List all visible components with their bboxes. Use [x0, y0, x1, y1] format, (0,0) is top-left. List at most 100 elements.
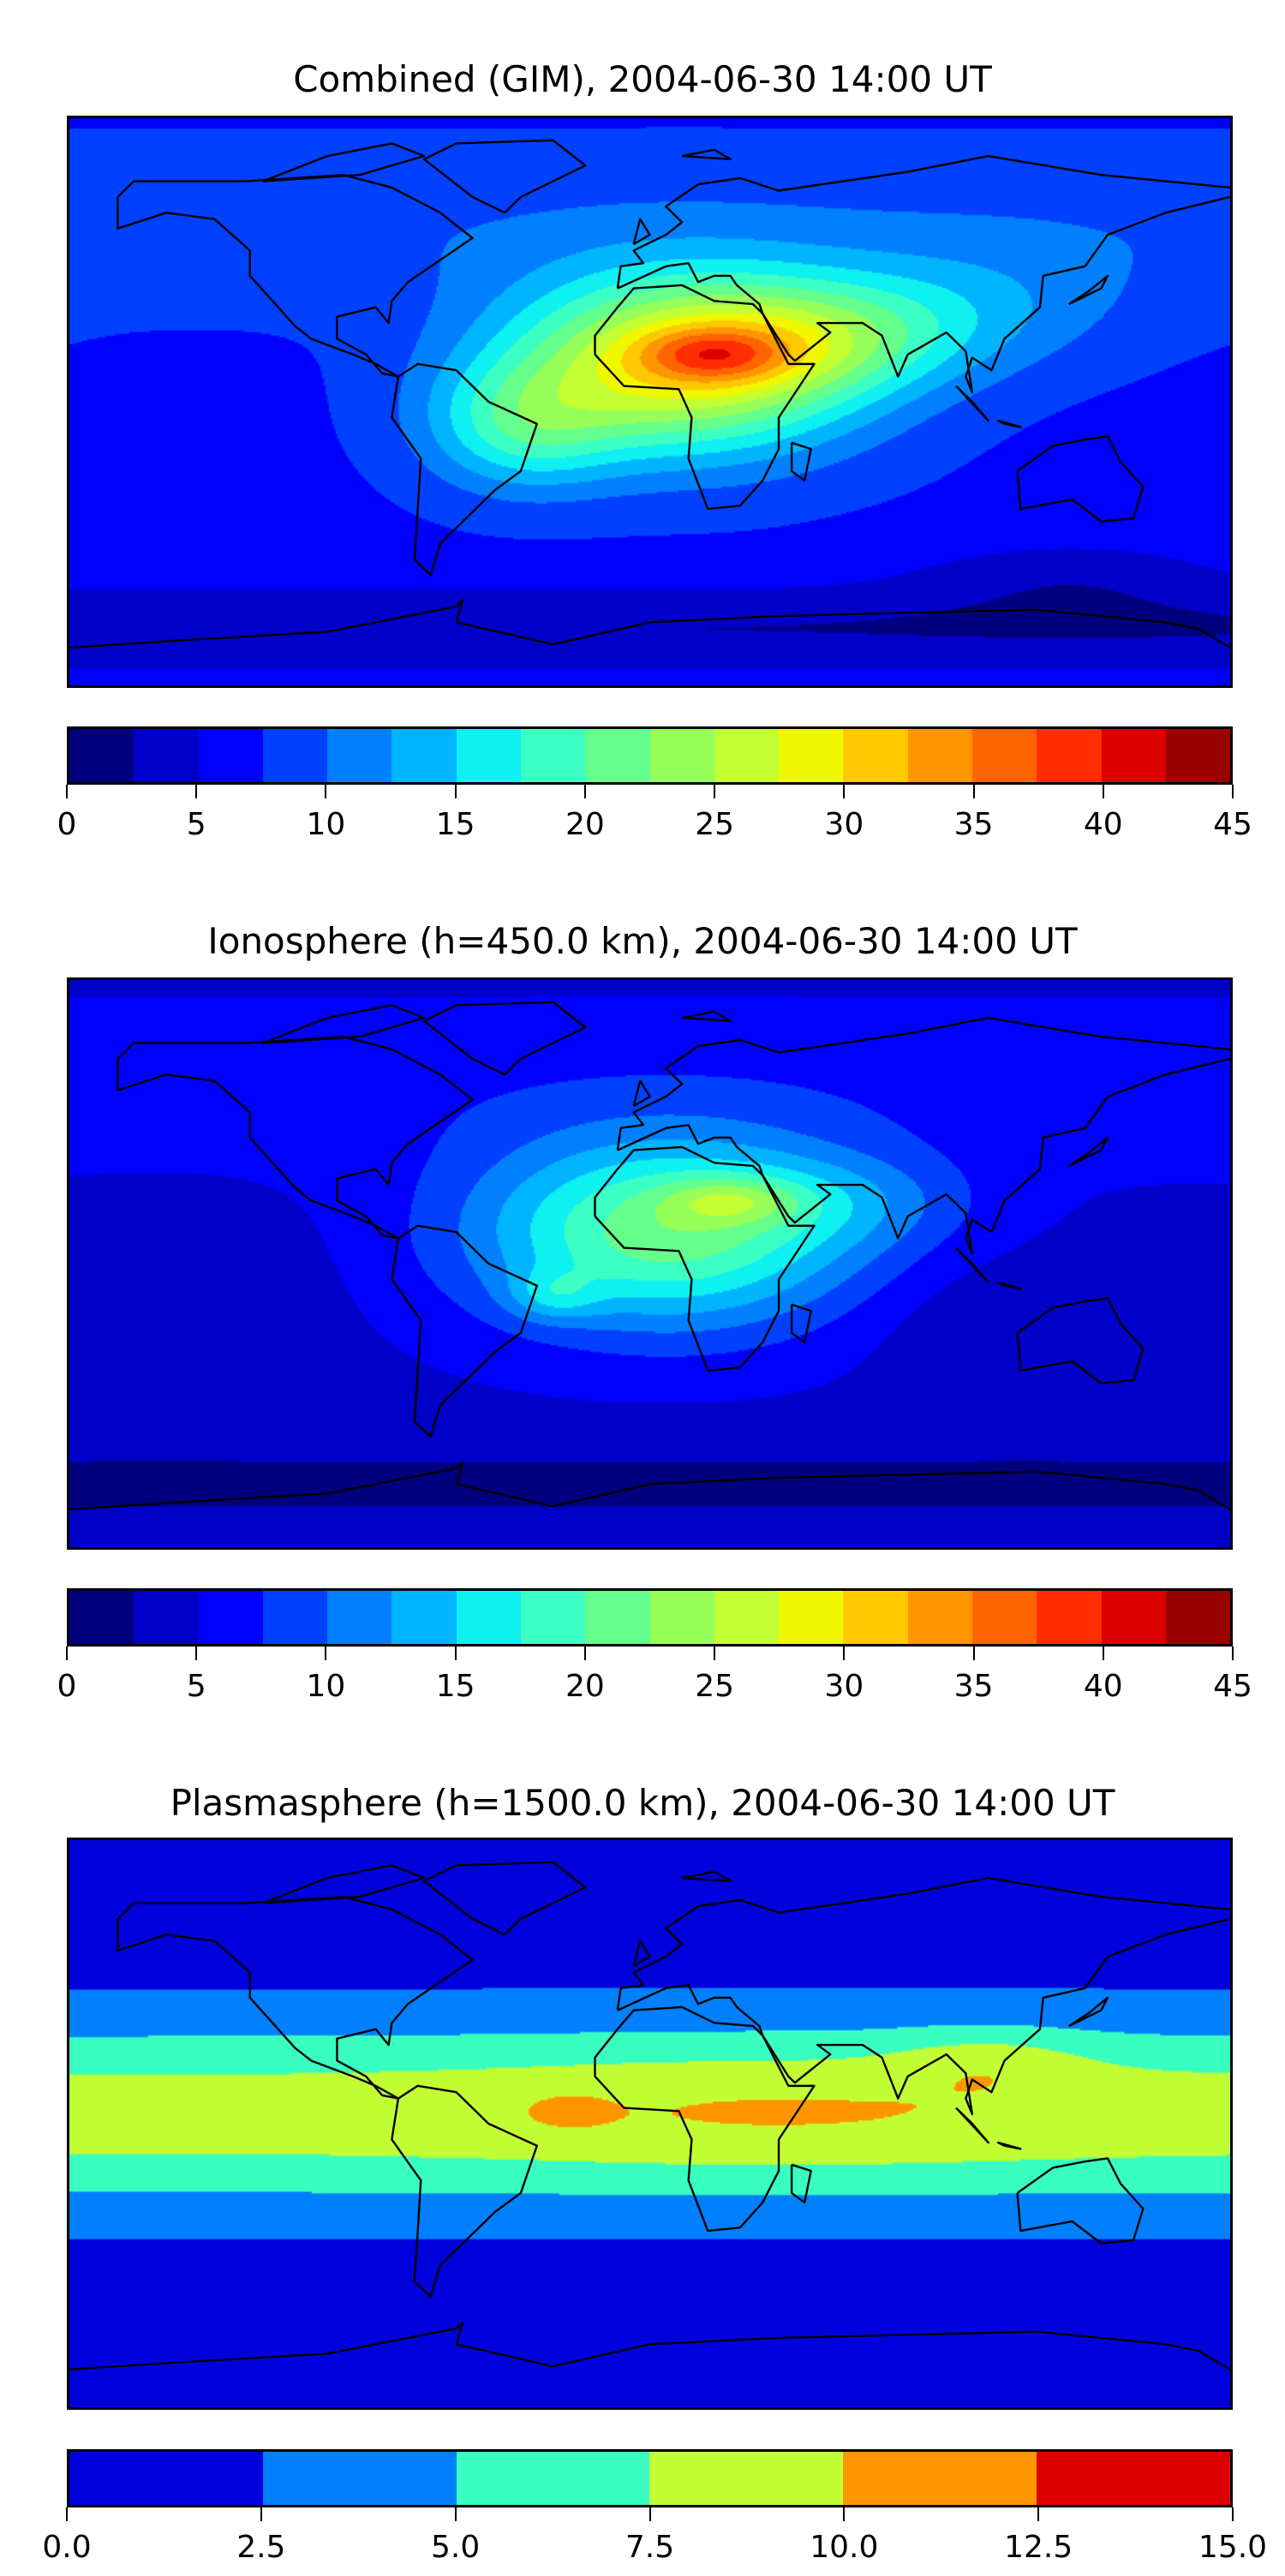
tick-mark — [195, 785, 198, 798]
colorbar-segment — [649, 729, 714, 782]
tick-mark — [454, 785, 457, 798]
colorbar-segment — [1037, 729, 1102, 782]
tick-label: 30 — [824, 807, 864, 842]
colorbar-segment — [520, 729, 586, 782]
coastline — [1069, 276, 1108, 304]
contour-field — [69, 980, 1230, 1547]
coastline — [424, 140, 585, 213]
tick-mark — [583, 1647, 586, 1660]
colorbar-segment — [907, 729, 972, 782]
tick-label: 35 — [953, 807, 994, 842]
coastline — [263, 1865, 424, 1903]
coastline — [998, 1282, 1020, 1288]
tick-mark — [843, 785, 846, 798]
colorbar-segment — [391, 729, 457, 782]
colorbar-segment — [1037, 2452, 1230, 2505]
tick-label: 30 — [824, 1669, 864, 1704]
colorbar-segment — [843, 729, 908, 782]
coastline — [792, 2165, 811, 2202]
coastlines — [69, 1840, 1230, 2407]
tick-mark — [195, 1647, 198, 1660]
tick-mark — [1232, 785, 1234, 798]
coastlines — [69, 980, 1230, 1547]
colorbar-segment — [585, 729, 650, 782]
contour-field — [69, 118, 1230, 685]
colorbar-segment — [714, 1591, 780, 1644]
tick-label: 7.5 — [625, 2530, 675, 2565]
tick-mark — [454, 1647, 457, 1660]
colorbar-segment — [907, 1591, 972, 1644]
colorbar-segment — [134, 729, 199, 782]
coastline — [595, 2007, 815, 2231]
coastline — [618, 1018, 1230, 1150]
coastline — [1069, 1138, 1108, 1166]
tick-mark — [1102, 785, 1104, 798]
tick-mark — [714, 1647, 716, 1660]
coastline — [682, 1012, 730, 1021]
colorbar-segment — [198, 1591, 263, 1644]
tick-mark — [648, 2507, 651, 2521]
colorbar-segment — [714, 729, 780, 782]
tick-mark — [260, 2507, 262, 2521]
colorbar — [67, 2449, 1233, 2507]
colorbar-segment — [262, 2452, 457, 2505]
tick-label: 5.0 — [431, 2530, 481, 2565]
colorbar-segment — [69, 729, 134, 782]
colorbar-segment — [456, 2452, 650, 2505]
coastline — [263, 143, 424, 181]
colorbar-segment — [649, 1591, 714, 1644]
tick-mark — [714, 785, 716, 798]
chart-title: Ionosphere (h=450.0 km), 2004-06-30 14:0… — [207, 920, 1078, 962]
colorbar-ticks: 0.0 2.5 5.0 7.5 10.0 12.5 15.0 — [42, 2507, 1267, 2576]
contour-field — [69, 1840, 1230, 2407]
tick-mark — [1037, 2507, 1040, 2521]
colorbar-segment — [134, 1591, 199, 1644]
colorbar-segment — [585, 1591, 650, 1644]
coastline — [424, 1002, 585, 1075]
colorbar-segment — [971, 729, 1037, 782]
colorbar-segment — [1101, 729, 1166, 782]
coastline — [391, 1226, 536, 1437]
contour-map — [67, 977, 1233, 1550]
colorbar-segment — [198, 729, 263, 782]
tick-mark — [972, 785, 975, 798]
tick-label: 25 — [695, 1669, 735, 1704]
tick-label: 20 — [565, 1669, 605, 1704]
tick-label: 10 — [306, 807, 346, 842]
colorbar-segment — [971, 1591, 1037, 1644]
tick-label: 2.5 — [236, 2530, 286, 2565]
coastline — [1018, 2158, 1144, 2243]
coastline — [956, 2108, 989, 2143]
tick-label: 15 — [435, 807, 475, 842]
coastline — [595, 1147, 815, 1371]
chart-title: Plasmasphere (h=1500.0 km), 2004-06-30 1… — [170, 1782, 1115, 1824]
colorbar-segment — [391, 1591, 457, 1644]
coastline — [682, 150, 730, 159]
colorbar-segment — [456, 729, 521, 782]
coastline — [956, 1248, 989, 1282]
coastline — [682, 1872, 730, 1881]
tick-label: 40 — [1083, 1669, 1123, 1704]
colorbar — [67, 1588, 1233, 1647]
colorbar-segment — [649, 2452, 844, 2505]
coastline — [792, 1305, 811, 1342]
colorbar-segment — [262, 1591, 328, 1644]
coastline — [998, 2143, 1020, 2149]
coastline — [618, 197, 1230, 392]
tick-label: 10.0 — [810, 2530, 879, 2565]
tick-mark — [66, 2507, 68, 2521]
colorbar-segment — [779, 1591, 844, 1644]
coastline — [998, 421, 1020, 427]
colorbar-ticks: 0 5 10 15 20 25 30 35 40 45 — [57, 785, 1252, 853]
coastline — [69, 601, 1230, 648]
colorbar-segment — [843, 1591, 908, 1644]
colorbar-segment — [69, 2452, 263, 2505]
coastline — [1018, 1298, 1144, 1383]
coastline — [634, 219, 650, 244]
colorbar-segment — [69, 1591, 134, 1644]
colorbar-segment — [327, 729, 392, 782]
coastline — [263, 1005, 424, 1043]
coastlines — [69, 118, 1230, 685]
tick-label: 5 — [186, 807, 206, 842]
tick-label: 0 — [57, 807, 77, 842]
